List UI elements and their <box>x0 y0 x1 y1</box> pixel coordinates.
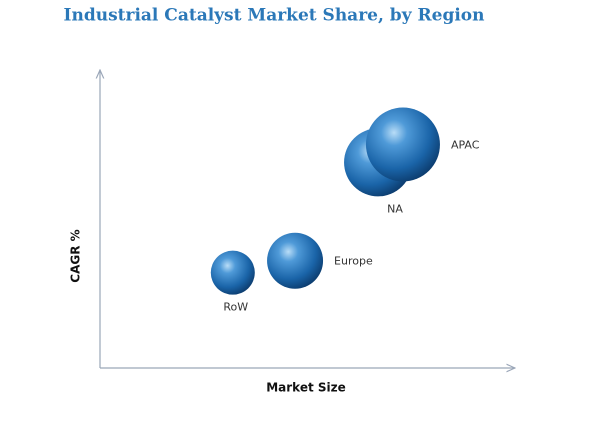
point-label: RoW <box>223 301 248 314</box>
bubble <box>267 232 324 289</box>
chart-title: Industrial Catalyst Market Share, by Reg… <box>64 6 485 26</box>
point-label: NA <box>387 202 403 215</box>
plot-area: RoW Europe NA APAC <box>210 107 480 314</box>
bubble <box>210 250 255 295</box>
point-label: Europe <box>334 255 373 268</box>
y-axis-label: CAGR % <box>69 229 83 282</box>
x-axis-label: Market Size <box>266 381 346 395</box>
bubble <box>365 107 440 182</box>
point-label: APAC <box>451 139 480 152</box>
